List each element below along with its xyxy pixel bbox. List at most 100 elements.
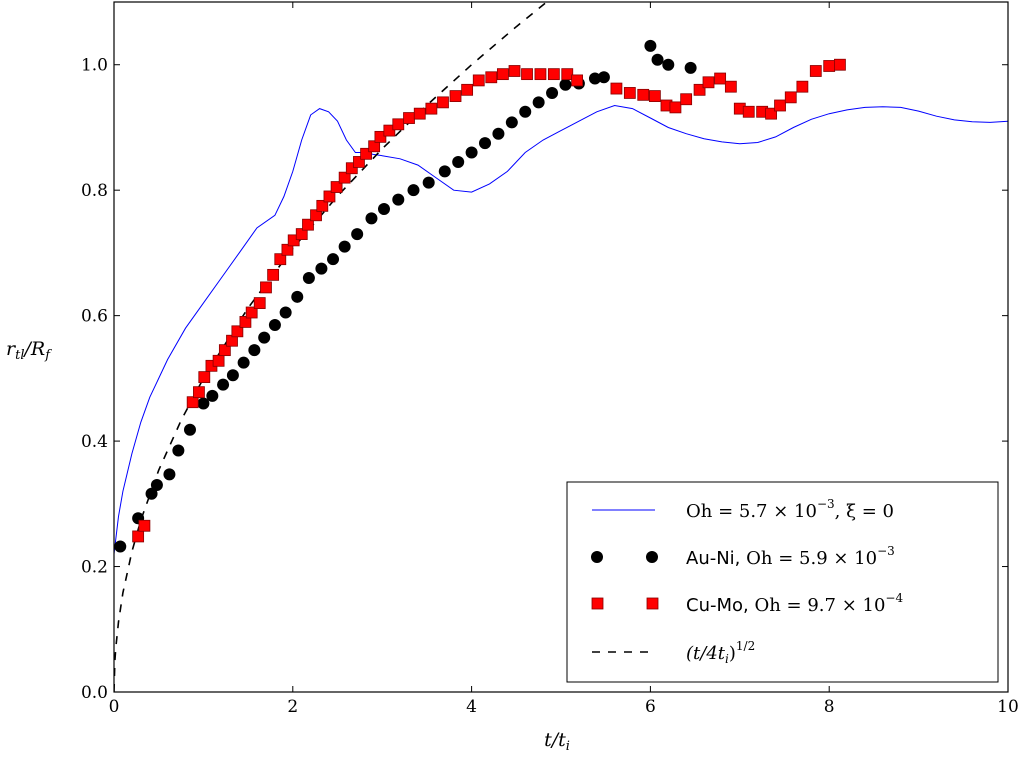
data-point-cu-mo: [302, 218, 314, 231]
data-point-au-ni: [172, 444, 185, 457]
data-point-cu-mo: [345, 162, 358, 175]
data-point-au-ni: [392, 193, 405, 206]
data-point-cu-mo: [834, 58, 846, 71]
y-tick-label: 0.0: [81, 683, 108, 703]
data-point-au-ni: [302, 272, 315, 284]
data-point-cu-mo: [198, 371, 211, 384]
data-point-cu-mo: [742, 105, 755, 118]
data-point-cu-mo: [724, 80, 737, 93]
series-layer: [114, 2, 1008, 692]
data-point-cu-mo: [274, 253, 287, 266]
data-point-au-ni: [226, 369, 239, 382]
data-point-cu-mo: [330, 181, 343, 193]
x-tick-label: 4: [466, 697, 477, 717]
x-tick-label: 8: [824, 697, 835, 717]
data-point-cu-mo: [796, 80, 809, 93]
y-axis-label: rtl/Rf: [6, 338, 52, 363]
x-axis-label: t/ti: [544, 729, 570, 754]
legend-label-au-ni: Au-Ni, Oh = 5.9 × 10−3: [686, 544, 895, 569]
legend-label-cu-mo: Cu-Mo, Oh = 9.7 × 10−4: [686, 591, 903, 616]
data-point-au-ni: [559, 78, 572, 91]
data-point-au-ni: [197, 397, 210, 410]
data-point-au-ni: [258, 331, 271, 344]
data-point-au-ni: [452, 155, 465, 168]
legend-marker-au-ni-1: [591, 551, 603, 563]
data-point-cu-mo: [714, 72, 727, 85]
data-point-au-ni: [519, 105, 532, 118]
data-point-cu-mo: [637, 88, 650, 101]
data-point-au-ni: [479, 137, 492, 150]
data-point-cu-mo: [680, 93, 693, 106]
data-point-cu-mo: [368, 140, 381, 153]
data-point-cu-mo: [561, 68, 574, 81]
legend-label-sqrt-law: (t/4ti)1/2: [686, 639, 755, 666]
data-point-cu-mo: [316, 199, 329, 212]
data-point-au-ni: [338, 240, 351, 253]
data-point-cu-mo: [138, 519, 151, 532]
data-point-au-ni: [532, 96, 545, 109]
data-point-cu-mo: [295, 228, 308, 240]
data-point-cu-mo: [508, 65, 521, 77]
data-point-au-ni: [644, 39, 657, 52]
data-point-au-ni: [597, 71, 610, 84]
data-point-cu-mo: [669, 101, 682, 114]
y-tick-label: 0.8: [81, 181, 108, 201]
x-tick-label: 0: [109, 697, 120, 717]
data-point-au-ni: [684, 61, 697, 74]
series-line-simulation: [114, 104, 1008, 555]
data-point-au-ni: [465, 146, 478, 159]
data-point-au-ni: [279, 306, 292, 319]
data-point-cu-mo: [253, 297, 266, 309]
data-point-cu-mo: [496, 68, 509, 81]
data-point-au-ni: [492, 127, 505, 140]
data-point-au-ni: [114, 540, 127, 553]
data-point-cu-mo: [784, 91, 797, 104]
data-point-cu-mo: [425, 102, 438, 115]
data-point-cu-mo: [485, 71, 498, 84]
data-point-au-ni: [315, 262, 328, 275]
data-point-cu-mo: [360, 147, 373, 160]
data-point-cu-mo: [323, 190, 336, 203]
data-point-cu-mo: [260, 281, 272, 294]
ticks-layer: 0 2 4 6 8 10 0.0 0.2 0.4 0.6 0.8 1.0: [81, 2, 1019, 717]
data-point-cu-mo: [353, 156, 365, 168]
data-point-cu-mo: [281, 243, 294, 256]
x-tick-label: 10: [997, 697, 1019, 717]
data-point-cu-mo: [534, 68, 547, 81]
x-tick-label: 6: [645, 697, 656, 717]
legend-box: [566, 481, 999, 683]
data-point-au-ni: [206, 389, 219, 402]
plot-frame: [113, 1, 1009, 693]
data-point-cu-mo: [267, 268, 280, 281]
data-point-au-ni: [291, 290, 304, 303]
data-point-cu-mo: [239, 316, 252, 328]
data-point-au-ni: [327, 253, 340, 266]
data-point-cu-mo: [521, 68, 533, 81]
data-point-au-ni: [248, 344, 261, 357]
data-point-au-ni: [546, 86, 559, 99]
data-point-cu-mo: [338, 171, 351, 184]
data-point-cu-mo: [403, 112, 415, 124]
data-point-cu-mo: [693, 83, 706, 96]
legend-entry-cu-mo: Cu-Mo, Oh = 9.7 × 10−4: [591, 591, 903, 616]
data-point-cu-mo: [437, 96, 449, 109]
y-tick-label: 0.2: [81, 558, 108, 578]
data-point-cu-mo: [449, 90, 462, 102]
data-point-cu-mo: [310, 209, 322, 222]
data-point-cu-mo: [610, 82, 623, 95]
legend-entry-sqrt-law: (t/4ti)1/2: [592, 639, 755, 666]
data-point-au-ni: [407, 184, 420, 197]
legend-entry-au-ni: Au-Ni, Oh = 5.9 × 10−3: [591, 544, 895, 569]
data-point-au-ni: [377, 203, 390, 215]
data-point-cu-mo: [231, 325, 244, 338]
data-point-cu-mo: [461, 83, 474, 96]
data-point-au-ni: [662, 58, 675, 71]
data-point-cu-mo: [218, 344, 231, 357]
legend-entry-blue-line: Oh = 5.7 × 10−3, ξ = 0: [592, 497, 894, 522]
legend-label-simulation: Oh = 5.7 × 10−3, ξ = 0: [686, 497, 894, 522]
data-point-cu-mo: [823, 60, 836, 72]
data-point-au-ni: [505, 116, 518, 129]
data-point-cu-mo: [413, 107, 426, 120]
data-point-au-ni: [163, 468, 176, 481]
